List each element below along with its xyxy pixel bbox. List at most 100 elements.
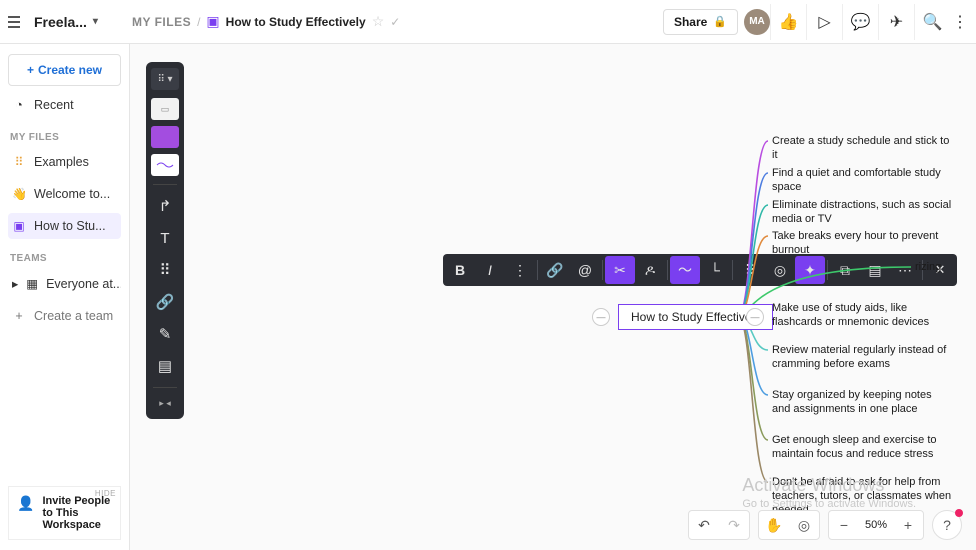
- mindmap-branch-4[interactable]: rizing: [915, 261, 941, 275]
- frame-thumb-1[interactable]: ▭: [151, 98, 179, 120]
- grid-icon: ⠿: [12, 155, 26, 169]
- calendar-tool-icon[interactable]: ▤: [150, 351, 180, 381]
- sidebar-section-teams: TEAMS: [8, 253, 121, 264]
- add-branch-right-handle[interactable]: —: [746, 308, 764, 326]
- sidebar-section-files: MY FILES: [8, 132, 121, 143]
- presentation-icon: ▣: [12, 219, 26, 233]
- tool-rail: ⠿ ▾ ▭ ↱ T ⠿ 🔗 ✎ ▤ ▸ ◂: [146, 62, 184, 419]
- comment-icon[interactable]: 💬: [842, 4, 878, 40]
- undo-button[interactable]: ↶: [689, 510, 719, 540]
- mindmap-branch-3[interactable]: Take breaks every hour to prevent burnou…: [772, 230, 952, 258]
- presentation-icon: ▣: [206, 13, 219, 30]
- workspace-switcher[interactable]: Freela... ▾: [34, 14, 98, 30]
- lock-icon: 🔒: [713, 15, 727, 28]
- focus-button[interactable]: ◎: [765, 256, 795, 284]
- layout-grid-button[interactable]: ⠿: [735, 256, 765, 284]
- breadcrumb: MY FILES / ▣ How to Study Effectively ☆ …: [132, 13, 400, 30]
- avatar[interactable]: MA: [744, 9, 770, 35]
- sidebar-item-examples[interactable]: ⠿ Examples: [8, 149, 121, 175]
- breadcrumb-root[interactable]: MY FILES: [132, 15, 191, 29]
- pan-group: ✋ ◎: [758, 510, 820, 540]
- menu-icon[interactable]: [4, 12, 24, 32]
- chevron-right-icon: ▸: [12, 276, 18, 291]
- plus-icon: +: [12, 309, 26, 323]
- mindmap-branch-5[interactable]: Make use of study aids, like flashcards …: [772, 302, 952, 330]
- wave-icon: 👋: [12, 187, 26, 201]
- mindmap-branch-2[interactable]: Eliminate distractions, such as social m…: [772, 199, 952, 227]
- invite-box[interactable]: HIDE 👤 Invite People to This Workspace: [8, 486, 121, 540]
- rail-mode-switch[interactable]: ⠿ ▾: [151, 68, 179, 90]
- send-icon[interactable]: ✈: [878, 4, 914, 40]
- mindmap-branch-7[interactable]: Stay organized by keeping notes and assi…: [772, 389, 952, 417]
- comment-button[interactable]: ▤: [860, 256, 890, 284]
- workspace-name: Freela...: [34, 14, 87, 30]
- shapes-tool-icon[interactable]: ⠿: [150, 255, 180, 285]
- mindmap-branch-8[interactable]: Get enough sleep and exercise to maintai…: [772, 434, 952, 462]
- share-button[interactable]: Share 🔒: [663, 9, 738, 35]
- mindmap-branch-1[interactable]: Find a quiet and comfortable study space: [772, 167, 952, 195]
- thumbs-up-icon[interactable]: 👍: [770, 4, 806, 40]
- curve-connector-button[interactable]: 〜: [670, 256, 700, 284]
- team-label: Everyone at...: [46, 277, 121, 291]
- breadcrumb-separator: /: [197, 15, 200, 29]
- breadcrumb-title[interactable]: How to Study Effectively: [226, 15, 366, 29]
- copy-button[interactable]: ⧉: [830, 256, 860, 284]
- create-team-label: Create a team: [34, 309, 113, 323]
- text-tool-icon[interactable]: T: [150, 223, 180, 253]
- sidebar-item-recent[interactable]: ◔ Recent: [8, 92, 121, 118]
- create-label: Create new: [38, 63, 102, 77]
- star-icon[interactable]: ☆: [372, 13, 385, 30]
- zoom-in-button[interactable]: +: [893, 510, 923, 540]
- help-button[interactable]: ?: [932, 510, 962, 540]
- plus-icon: +: [27, 63, 34, 77]
- file-label: How to Stu...: [34, 219, 106, 233]
- create-team-button[interactable]: + Create a team: [8, 303, 121, 329]
- recent-label: Recent: [34, 98, 74, 112]
- chevron-down-icon: ▾: [93, 16, 98, 27]
- zoom-out-button[interactable]: −: [829, 510, 859, 540]
- sync-status-icon: ✓: [390, 15, 400, 29]
- sidebar-item-team[interactable]: ▸ ▦ Everyone at...: [8, 270, 121, 297]
- team-icon: ▦: [26, 276, 38, 291]
- create-new-button[interactable]: + Create new: [8, 54, 121, 86]
- arrow-tool-icon[interactable]: ↱: [150, 191, 180, 221]
- link-button[interactable]: 🔗: [540, 256, 570, 284]
- zoom-level: 50%: [859, 519, 893, 531]
- rail-collapse-icon[interactable]: ▸ ◂: [159, 398, 171, 409]
- more-vert-icon[interactable]: ⋮: [950, 4, 970, 40]
- file-label: Examples: [34, 155, 89, 169]
- topbar: Freela... ▾ MY FILES / ▣ How to Study Ef…: [0, 0, 976, 44]
- invite-text: Invite People to This Workspace: [42, 495, 112, 531]
- cut-branch-button[interactable]: ✂: [605, 256, 635, 284]
- node-toolbar: B I ⋮ 🔗 @ ✂ ዶ 〜 └ ⠿ ◎ ✦ ⧉ ▤ ⋯ ✕: [443, 254, 957, 286]
- italic-button[interactable]: I: [475, 256, 505, 284]
- search-icon[interactable]: 🔍: [914, 4, 950, 40]
- redo-button[interactable]: ↷: [719, 510, 749, 540]
- link-tool-icon[interactable]: 🔗: [150, 287, 180, 317]
- frame-thumb-3[interactable]: [151, 154, 179, 176]
- person-plus-icon: 👤: [17, 495, 34, 531]
- canvas[interactable]: ⠿ ▾ ▭ ↱ T ⠿ 🔗 ✎ ▤ ▸ ◂ B I ⋮ 🔗 @ ✂ ዶ 〜: [130, 44, 976, 550]
- text-more-button[interactable]: ⋮: [505, 256, 535, 284]
- node-person-button[interactable]: ዶ: [635, 256, 665, 284]
- play-square-icon[interactable]: ▷: [806, 4, 842, 40]
- mindmap-branch-6[interactable]: Review material regularly instead of cra…: [772, 344, 952, 372]
- clock-icon: ◔: [12, 98, 26, 112]
- bold-button[interactable]: B: [445, 256, 475, 284]
- hide-label[interactable]: HIDE: [95, 489, 116, 498]
- undo-redo-group: ↶ ↷: [688, 510, 750, 540]
- mention-button[interactable]: @: [570, 256, 600, 284]
- sidebar: + Create new ◔ Recent MY FILES ⠿ Example…: [0, 44, 130, 550]
- sidebar-item-howtostudy[interactable]: ▣ How to Stu...: [8, 213, 121, 239]
- add-branch-left-handle[interactable]: —: [592, 308, 610, 326]
- sidebar-item-welcome[interactable]: 👋 Welcome to...: [8, 181, 121, 207]
- frame-thumb-2[interactable]: [151, 126, 179, 148]
- mindmap-edges: [130, 44, 976, 550]
- pencil-tool-icon[interactable]: ✎: [150, 319, 180, 349]
- hand-tool-button[interactable]: ✋: [759, 510, 789, 540]
- elbow-connector-button[interactable]: └: [700, 256, 730, 284]
- canvas-controls: ↶ ↷ ✋ ◎ − 50% + ?: [688, 510, 962, 540]
- ai-sparkle-button[interactable]: ✦: [795, 256, 825, 284]
- mindmap-branch-0[interactable]: Create a study schedule and stick to it: [772, 135, 952, 163]
- target-tool-button[interactable]: ◎: [789, 510, 819, 540]
